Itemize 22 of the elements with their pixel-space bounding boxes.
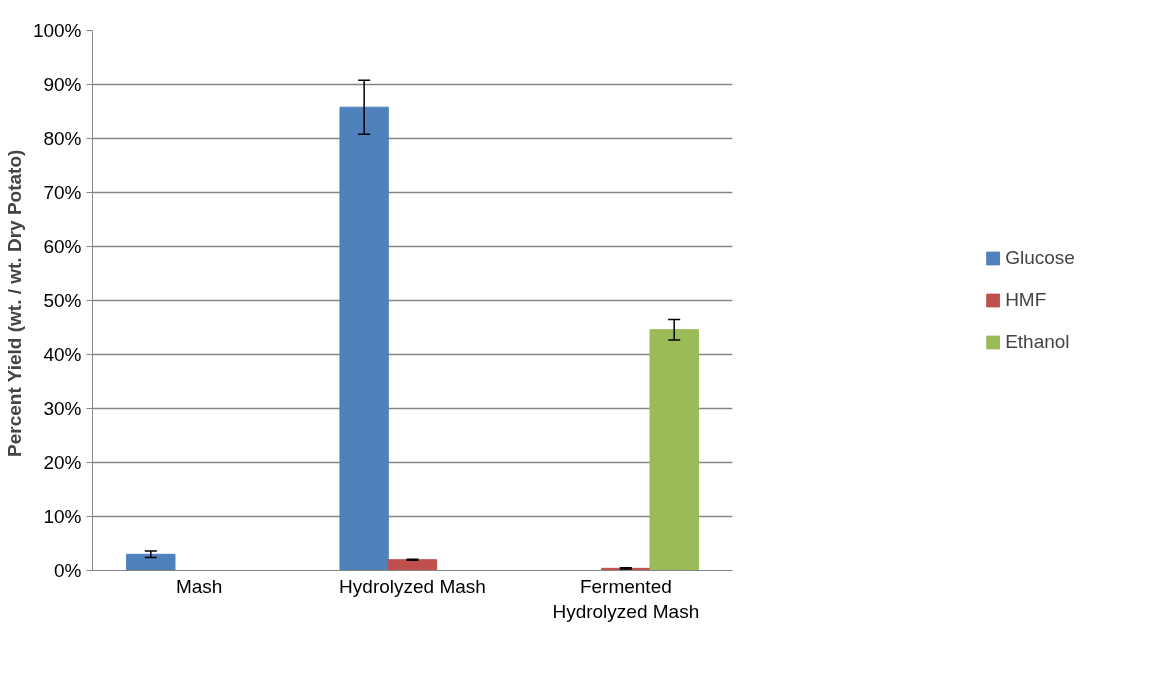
y-tick-label: 20% [43, 452, 82, 473]
legend-label: HMF [1005, 289, 1047, 311]
bar [649, 329, 699, 571]
legend-label: Ethanol [1005, 331, 1070, 353]
y-tick-label: 80% [43, 128, 82, 149]
y-tick-label: 30% [43, 398, 82, 419]
legend-label: Glucose [1005, 247, 1075, 269]
x-tick-label: Fermented Hydrolyzed Mash [552, 575, 700, 622]
y-tick-label: 50% [43, 290, 82, 311]
y-axis-title: Percent Yield (wt. / wt. Dry Potato) [3, 149, 25, 457]
y-tick-label: 90% [43, 74, 82, 95]
y-tick-label: 60% [43, 236, 82, 257]
y-tick-label: 0% [54, 560, 82, 581]
y-tick-label: 100% [32, 20, 82, 41]
y-tick-label: 70% [43, 182, 82, 203]
x-tick-label: Mash [175, 575, 223, 597]
y-tick-label: 40% [43, 344, 82, 365]
bar [339, 106, 389, 571]
y-tick-label: 10% [43, 506, 82, 527]
x-tick-label: Hydrolyzed Mash [339, 575, 486, 597]
bar [387, 559, 438, 571]
bar [126, 553, 176, 571]
